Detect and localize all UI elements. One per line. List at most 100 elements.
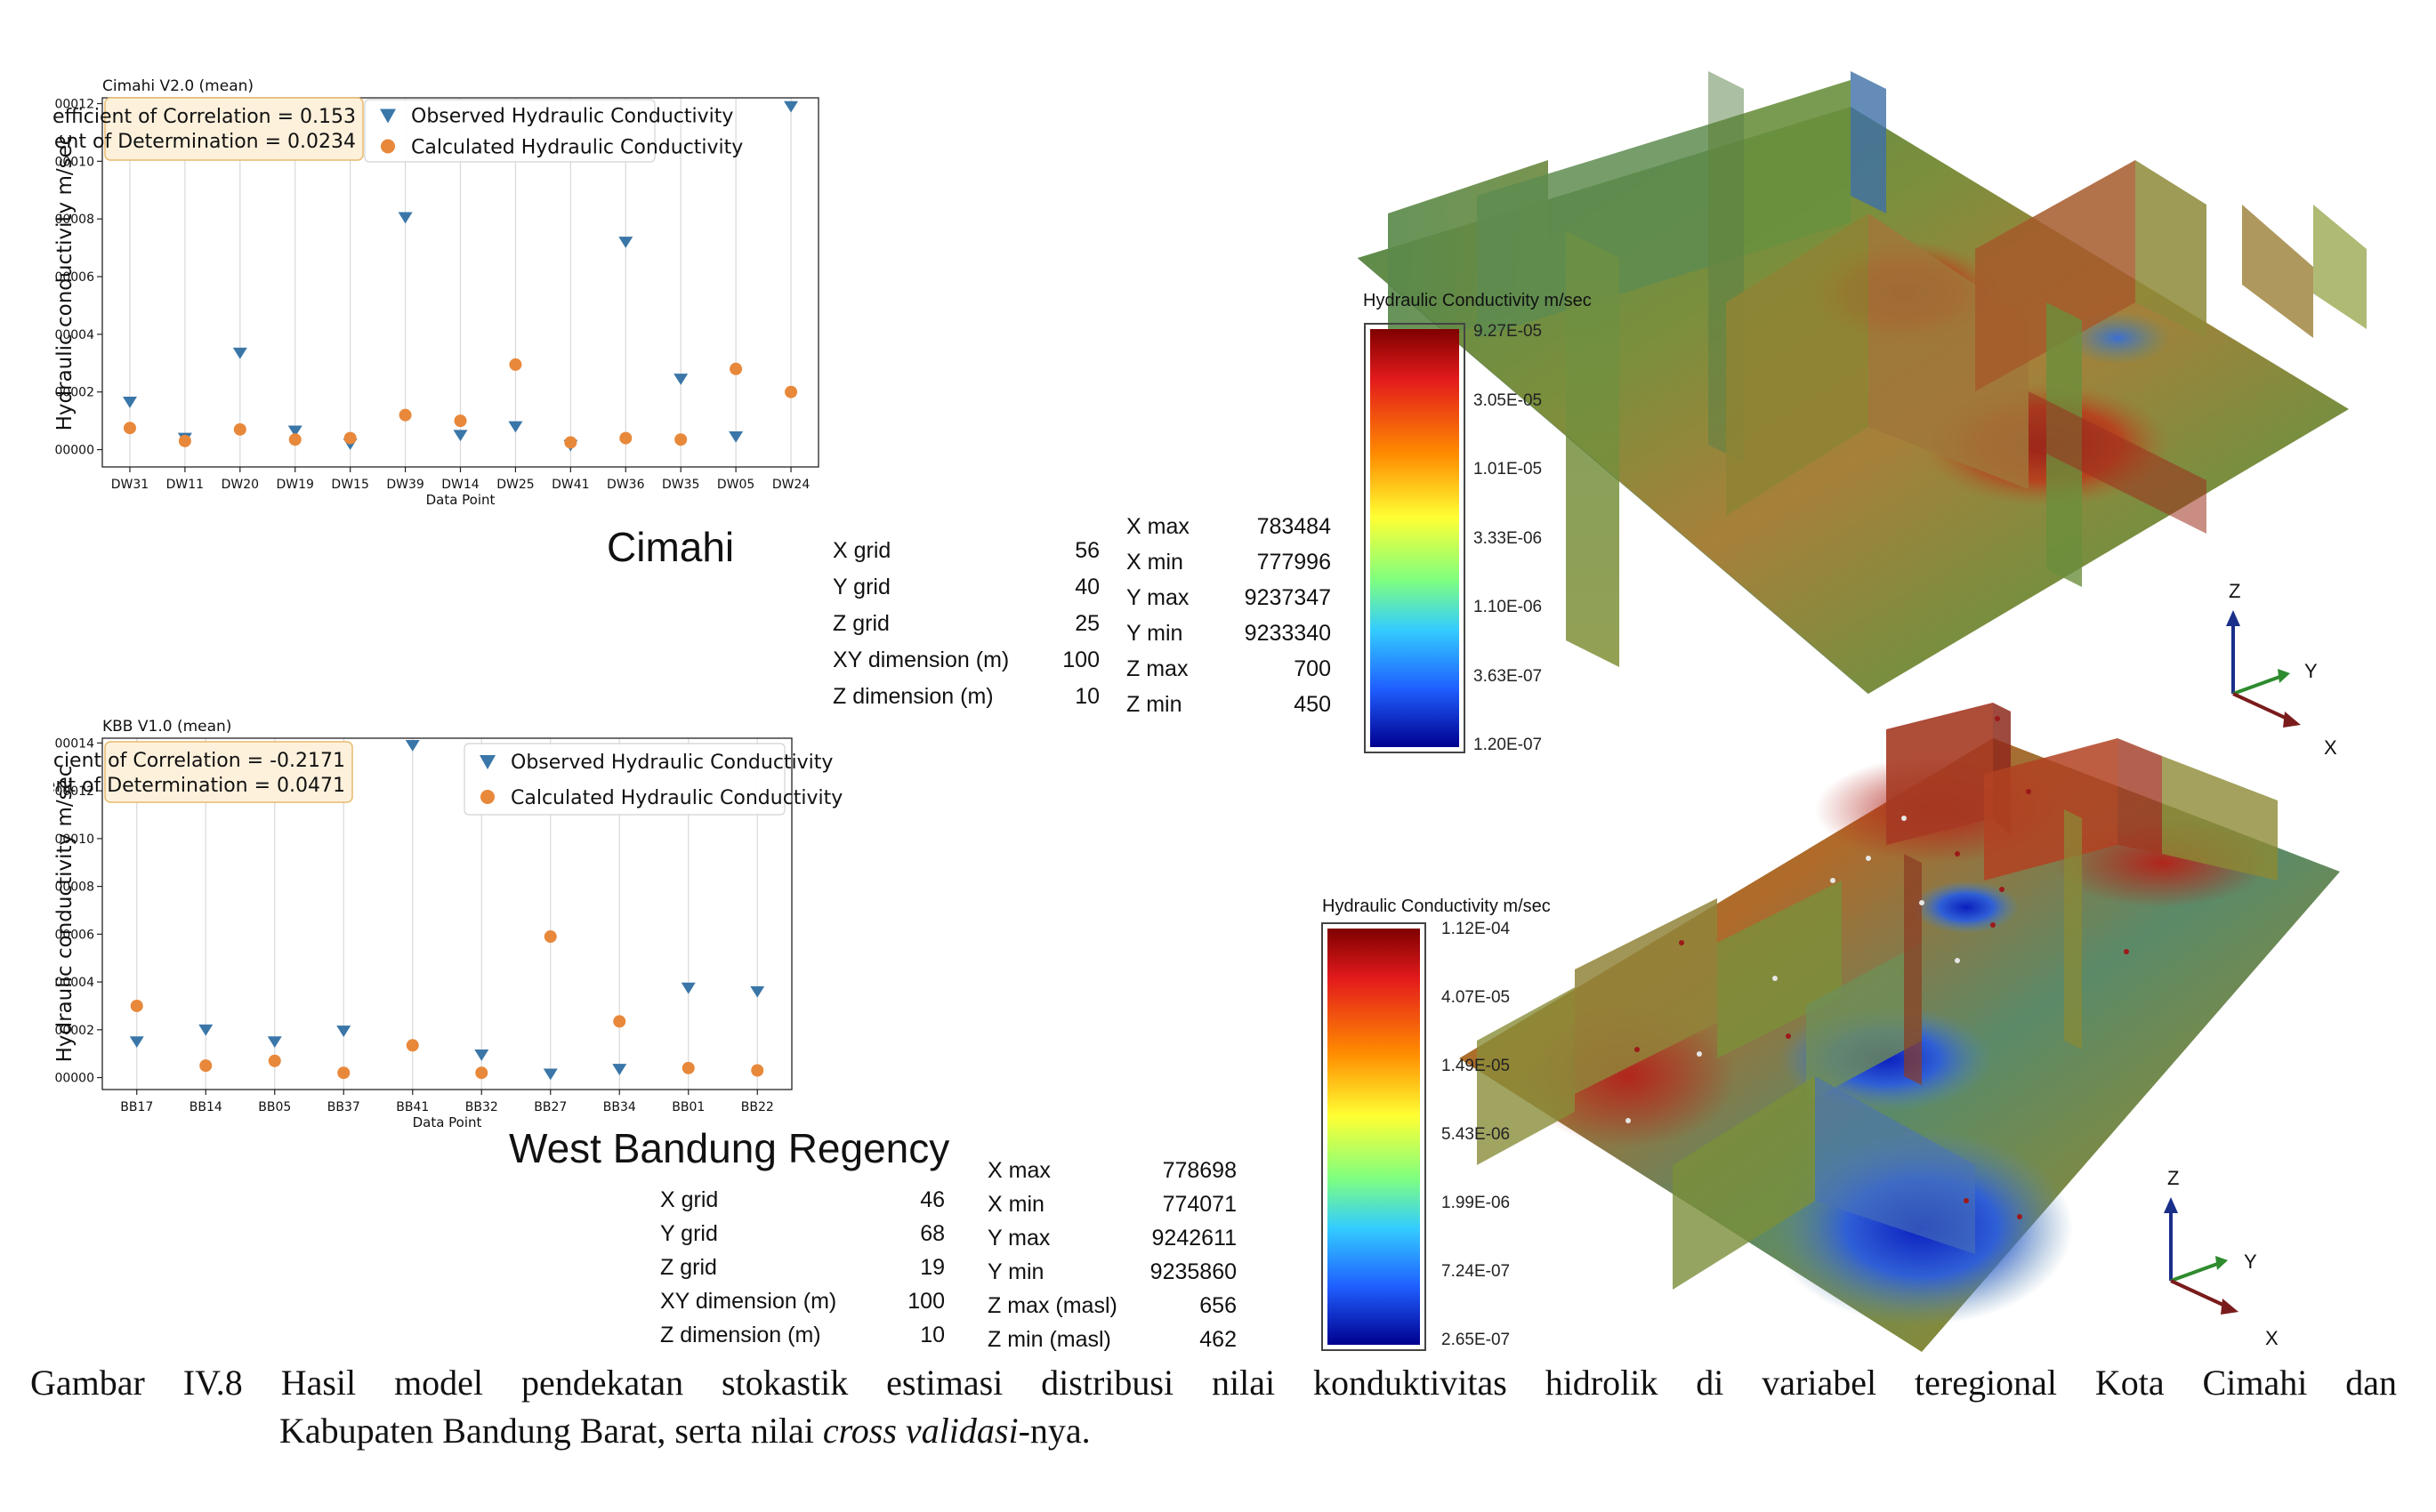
- param-label: Y min: [988, 1259, 1045, 1284]
- observed-point: [129, 1036, 144, 1049]
- param-row: Z max 700: [1126, 656, 1331, 682]
- kbb-axis-triad: [2164, 1197, 2238, 1315]
- param-value: 25: [1075, 611, 1100, 636]
- y-tick-label: 0.00004: [53, 328, 94, 342]
- stats-line: Coefficient of Determination = 0.0234: [53, 131, 356, 153]
- param-label: X grid: [833, 538, 891, 563]
- x-tick-label: DW05: [717, 478, 754, 492]
- x-tick-label: BB37: [327, 1100, 360, 1114]
- calculated-point: [399, 408, 412, 422]
- param-label: X max: [988, 1158, 1051, 1183]
- x-tick-label: DW31: [111, 478, 149, 492]
- legend-calculated-marker: [480, 790, 495, 804]
- y-tick-label: 0.00006: [53, 928, 94, 942]
- calculated-point: [730, 362, 743, 375]
- calculated-point: [406, 1039, 419, 1052]
- calculated-point: [564, 436, 577, 449]
- colorbar-tick-label: 3.33E-06: [1473, 528, 1543, 548]
- legend-calculated-marker: [381, 139, 395, 154]
- calculated-point: [233, 422, 246, 436]
- colorbar-tick-label: 3.63E-07: [1473, 666, 1543, 686]
- observed-point: [681, 982, 696, 994]
- param-row: X min 774071: [988, 1192, 1237, 1218]
- colorbar-tick-label: 9.27E-05: [1473, 322, 1543, 341]
- param-row: X grid 56: [833, 538, 1100, 564]
- calculated-point: [123, 422, 136, 435]
- y-tick-label: 0.00014: [53, 736, 94, 751]
- param-value: 10: [1075, 684, 1100, 709]
- param-row: XY dimension (m) 100: [833, 647, 1100, 673]
- cimahi-colorbar: [1364, 323, 1465, 753]
- y-tick-label: 0.00012: [53, 97, 94, 111]
- calculated-point: [751, 1064, 764, 1077]
- param-row: Z min 450: [1126, 692, 1331, 718]
- observed-point: [232, 347, 247, 359]
- param-label: Z min: [1126, 692, 1182, 717]
- legend-label: Observed Hydraulic Conductivity: [511, 752, 833, 774]
- x-tick-label: BB01: [672, 1100, 705, 1114]
- calculated-point: [544, 930, 557, 944]
- cimahi-legend: [364, 99, 656, 163]
- param-value: 774071: [1162, 1192, 1237, 1217]
- param-label: Y min: [1126, 621, 1183, 646]
- observed-point: [729, 430, 744, 443]
- y-tick-label: 0.00000: [53, 1072, 94, 1086]
- calculated-point: [682, 1061, 695, 1074]
- calculated-point: [674, 433, 688, 446]
- calculated-point: [619, 431, 633, 445]
- param-row: Z min (masl) 462: [988, 1327, 1237, 1353]
- calculated-point: [509, 358, 522, 371]
- kbb-colorbar: [1321, 922, 1426, 1351]
- param-value: 9233340: [1244, 621, 1331, 646]
- colorbar-tick-label: 1.20E-07: [1473, 736, 1543, 754]
- calculated-point: [475, 1066, 488, 1080]
- colorbar-tick-label: 1.49E-05: [1441, 1057, 1511, 1075]
- calculated-point: [613, 1015, 626, 1028]
- param-value: 9237347: [1244, 585, 1331, 610]
- param-value: 9235860: [1149, 1259, 1237, 1284]
- x-tick-label: BB22: [741, 1100, 774, 1114]
- param-label: Z max (masl): [988, 1293, 1117, 1318]
- kbb-axis-z-label: Z: [2167, 1167, 2180, 1189]
- legend-observed-marker: [380, 109, 396, 124]
- observed-point: [336, 1025, 351, 1037]
- caption-italic-term: cross validasi: [822, 1411, 1019, 1451]
- param-label: X min: [988, 1192, 1045, 1217]
- x-tick-label: DW39: [386, 478, 423, 492]
- cimahi-axis-y-label: Y: [2304, 660, 2318, 682]
- legend-label: Calculated Hydraulic Conductivity: [511, 787, 843, 809]
- cimahi-region-label: Cimahi: [607, 524, 735, 570]
- colorbar-tick-label: 1.99E-06: [1441, 1194, 1511, 1212]
- x-tick-label: DW14: [441, 478, 480, 492]
- y-tick-label: 0.00006: [53, 270, 94, 285]
- cimahi-axis-z-label: Z: [2229, 580, 2241, 602]
- param-value: 56: [1075, 538, 1100, 563]
- x-tick-label: BB17: [120, 1100, 153, 1114]
- colorbar-tick-label: 3.05E-05: [1473, 390, 1543, 410]
- legend-label: Observed Hydraulic Conductivity: [411, 106, 733, 128]
- kbb-axis-y-label: Y: [2244, 1251, 2257, 1273]
- observed-point: [750, 985, 765, 998]
- x-tick-label: DW19: [277, 478, 314, 492]
- param-value: 777996: [1256, 550, 1331, 575]
- y-tick-label: 0.00008: [53, 213, 94, 227]
- param-value: 46: [920, 1187, 945, 1212]
- param-label: Z max: [1126, 656, 1189, 681]
- calculated-point: [130, 999, 143, 1012]
- observed-point: [674, 374, 689, 385]
- param-label: Z dimension (m): [833, 684, 994, 709]
- kbb-stats-box: [104, 741, 353, 803]
- param-label: Z min (masl): [988, 1327, 1111, 1352]
- kbb-colorbar-title: Hydraulic Conductivity m/sec: [1322, 897, 1551, 916]
- param-label: XY dimension (m): [660, 1289, 837, 1314]
- y-tick-label: 0.00004: [53, 976, 94, 990]
- legend-observed-marker: [480, 755, 496, 769]
- param-label: X max: [1126, 514, 1190, 539]
- observed-point: [267, 1036, 282, 1049]
- param-row: XY dimension (m) 100: [660, 1289, 945, 1315]
- observed-point: [508, 421, 523, 433]
- param-label: Y grid: [660, 1221, 718, 1246]
- param-value: 19: [920, 1255, 945, 1280]
- kbb-cross-validation-chart: KBB V1.0 (mean) 0.00000 0.00002 0.00004 0.00…: [53, 718, 843, 1130]
- observed-point: [618, 237, 633, 248]
